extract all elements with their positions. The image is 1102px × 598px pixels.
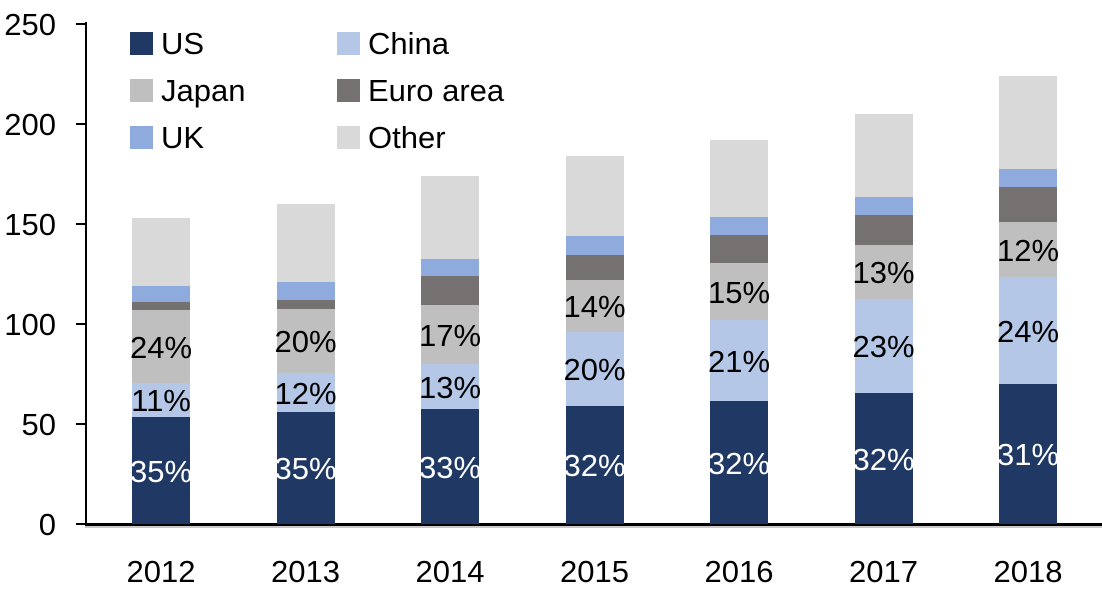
bar-segment-china: [132, 383, 190, 417]
segment-percent-label: 12%: [274, 375, 337, 411]
x-axis-line: [85, 523, 1102, 528]
legend-swatch-japan: [130, 79, 153, 102]
bar-segment-china: [565, 332, 624, 406]
x-tick-label-2016: 2016: [704, 554, 774, 589]
bar-segment-uk: [132, 286, 190, 302]
legend-label-china: China: [368, 26, 449, 61]
bar-segment-other: [999, 76, 1057, 169]
bar-segment-euro-area: [421, 276, 479, 305]
y-tick-label: 0: [38, 507, 56, 542]
bar-segment-us: [854, 393, 913, 524]
y-tick-label: 150: [4, 207, 56, 242]
bar-segment-japan: [565, 280, 624, 332]
segment-percent-label: 31%: [996, 437, 1060, 472]
bar-segment-japan: [132, 310, 190, 383]
bar-segment-uk: [710, 217, 768, 235]
bar-segment-china: [421, 364, 479, 409]
bar-segment-china: [854, 299, 913, 393]
bar-segment-other: [421, 176, 479, 259]
bar-segment-euro-area: [132, 302, 190, 310]
segment-percent-label: 21%: [707, 343, 771, 379]
bar-segment-uk: [565, 236, 624, 255]
bar-segment-euro-area: [710, 235, 768, 263]
bar-segment-other: [854, 114, 913, 197]
bar-segment-euro-area: [854, 215, 913, 245]
y-tick-mark: [76, 123, 86, 125]
legend-swatch-china: [337, 32, 360, 55]
bar-segment-euro-area: [999, 187, 1057, 222]
segment-percent-label: 13%: [418, 369, 482, 405]
y-tick-label: 50: [21, 407, 56, 442]
bar-segment-uk: [421, 259, 479, 276]
y-tick-mark: [76, 323, 86, 325]
legend-swatch-euro-area: [337, 79, 360, 102]
bar-segment-japan: [854, 245, 913, 299]
bar-segment-japan: [421, 305, 479, 364]
segment-percent-label: 14%: [563, 289, 626, 324]
segment-percent-label: 13%: [852, 255, 915, 290]
segment-percent-label: 35%: [129, 453, 193, 489]
bar-segment-japan: [999, 222, 1057, 277]
bar-segment-other: [276, 204, 335, 282]
segment-percent-label: 32%: [707, 445, 771, 481]
legend-label-uk: UK: [161, 120, 205, 155]
x-tick-label-2012: 2012: [126, 554, 196, 589]
segment-percent-label: 35%: [274, 451, 337, 486]
bar-segment-euro-area: [276, 300, 335, 309]
bar-segment-us: [710, 401, 768, 524]
bar-segment-us: [565, 406, 624, 524]
y-tick-label: 100: [4, 307, 56, 342]
legend-label-us: US: [161, 26, 205, 61]
segment-percent-label: 11%: [131, 383, 191, 418]
y-tick-mark: [76, 223, 86, 225]
y-axis-line: [85, 22, 87, 526]
x-tick-label-2017: 2017: [849, 554, 918, 589]
segment-percent-label: 32%: [852, 441, 915, 477]
segment-percent-label: 20%: [274, 324, 337, 359]
bar-segment-uk: [276, 282, 335, 300]
bar-segment-china: [999, 277, 1057, 384]
bar-segment-china: [276, 373, 335, 412]
legend-label-other: Other: [368, 120, 446, 155]
y-tick-label: 250: [4, 7, 56, 42]
legend-swatch-uk: [130, 126, 153, 149]
legend-swatch-other: [337, 126, 360, 149]
segment-percent-label: 20%: [563, 352, 626, 387]
bar-segment-japan: [710, 263, 768, 320]
segment-percent-label: 32%: [563, 448, 626, 483]
y-tick-mark: [76, 23, 86, 25]
bar-segment-euro-area: [565, 255, 624, 280]
legend-label-japan: Japan: [161, 73, 246, 108]
bar-segment-uk: [999, 169, 1057, 187]
bar-segment-us: [276, 412, 335, 524]
bar-segment-us: [132, 417, 190, 524]
y-tick-mark: [76, 523, 86, 525]
bar-segment-china: [710, 320, 768, 401]
segment-percent-label: 33%: [418, 449, 482, 485]
x-tick-label-2013: 2013: [271, 554, 340, 589]
segment-percent-label: 17%: [418, 317, 482, 353]
x-tick-label-2015: 2015: [560, 554, 629, 589]
bar-segment-other: [565, 156, 624, 236]
segment-percent-label: 23%: [852, 329, 915, 364]
bar-segment-japan: [276, 309, 335, 373]
bar-segment-us: [421, 409, 479, 524]
bar-segment-other: [710, 140, 768, 217]
segment-percent-label: 24%: [996, 313, 1060, 349]
x-tick-label-2018: 2018: [993, 554, 1063, 589]
segment-percent-label: 12%: [996, 232, 1060, 268]
legend-swatch-us: [130, 32, 153, 55]
y-tick-mark: [76, 423, 86, 425]
segment-percent-label: 15%: [707, 274, 771, 310]
bar-segment-us: [999, 384, 1057, 524]
legend-label-euro-area: Euro area: [368, 73, 505, 108]
x-tick-label-2014: 2014: [415, 554, 485, 589]
bar-segment-uk: [854, 197, 913, 215]
y-tick-label: 200: [4, 107, 56, 142]
bar-segment-other: [132, 218, 190, 286]
segment-percent-label: 24%: [129, 329, 193, 365]
